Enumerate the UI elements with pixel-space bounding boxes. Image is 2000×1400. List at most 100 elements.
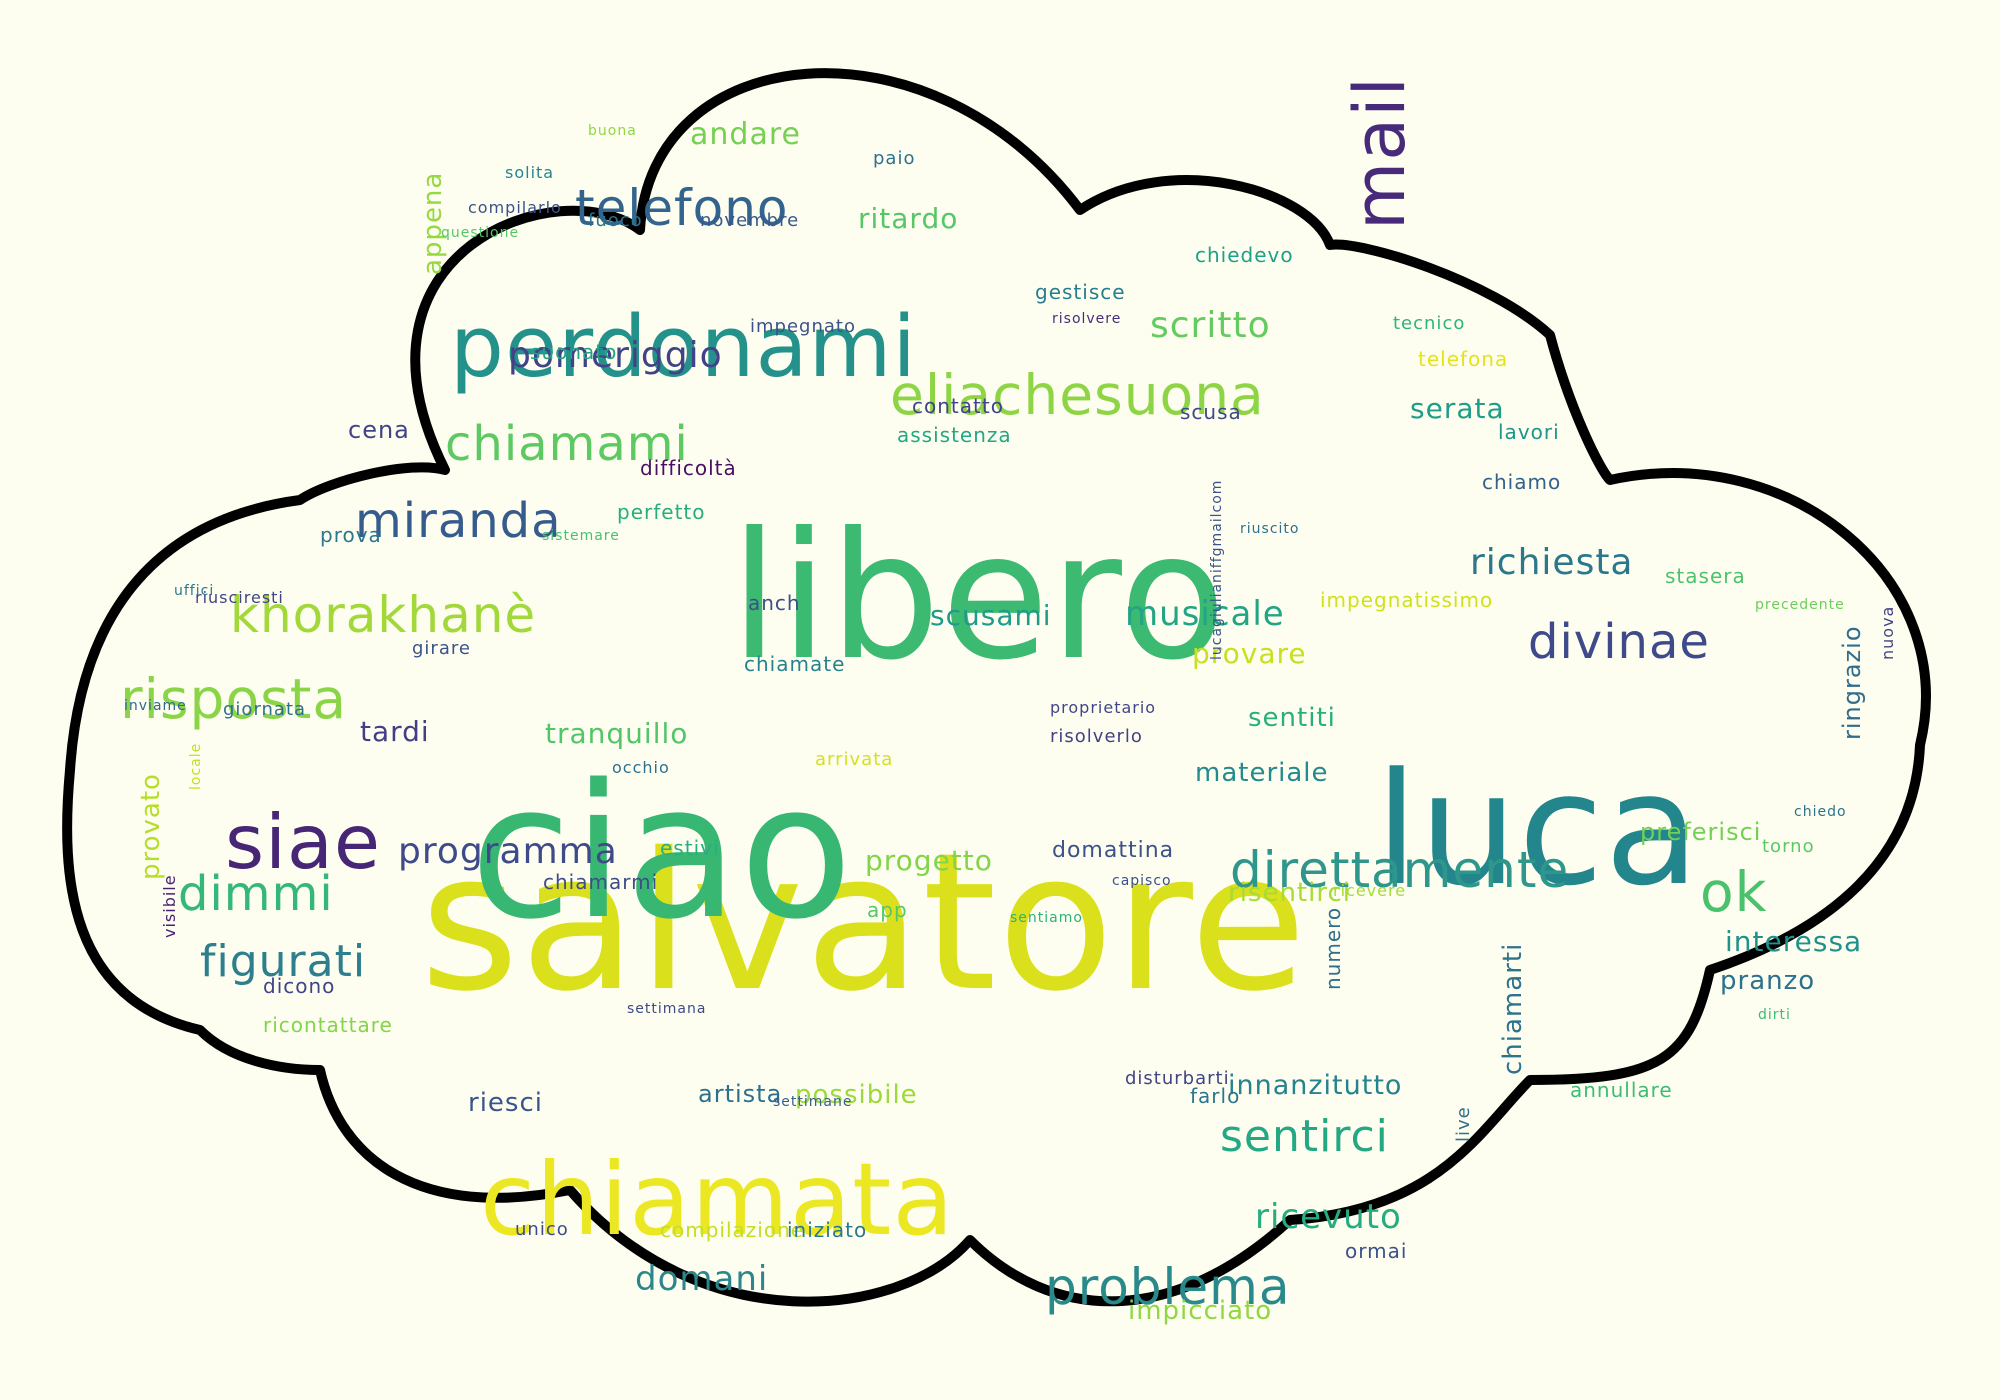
- word-23: scritto: [1150, 305, 1271, 346]
- word-10: risposta: [120, 667, 348, 731]
- word-87: giornata: [223, 699, 307, 720]
- word-115: iniziato: [787, 1218, 868, 1242]
- word-81: uffici: [174, 583, 215, 599]
- word-62: perfetto: [617, 500, 706, 524]
- word-32: provare: [1192, 637, 1307, 670]
- word-6: siae: [225, 798, 382, 886]
- word-17: sentirci: [1220, 1111, 1389, 1162]
- word-49: cena: [348, 416, 410, 444]
- word-51: appena: [418, 171, 448, 275]
- word-12: chiamami: [445, 416, 689, 472]
- word-29: ritardo: [858, 202, 959, 235]
- word-77: anch: [748, 591, 801, 615]
- word-106: ricontattare: [263, 1013, 393, 1037]
- word-16: problema: [1045, 1258, 1291, 1316]
- word-28: andare: [690, 117, 801, 152]
- word-91: occhio: [612, 758, 670, 777]
- word-3: luca: [1375, 739, 1701, 920]
- word-108: disturbarti: [1125, 1068, 1230, 1089]
- word-69: paio: [873, 148, 916, 169]
- word-21: programma: [398, 831, 618, 872]
- word-73: compilarlo: [468, 198, 562, 217]
- word-41: possibile: [795, 1080, 918, 1110]
- word-13: miranda: [355, 493, 562, 549]
- word-20: ok: [1700, 860, 1768, 924]
- word-101: app: [867, 898, 908, 922]
- word-47: risentirci: [1228, 878, 1351, 908]
- word-46: domattina: [1052, 838, 1175, 863]
- word-65: impegnato: [750, 316, 856, 337]
- word-75: buona: [588, 123, 637, 139]
- word-34: materiale: [1195, 758, 1329, 788]
- word-44: preferisci: [1640, 818, 1762, 846]
- word-94: chiedo: [1794, 804, 1847, 820]
- word-111: annullare: [1570, 1078, 1673, 1102]
- word-4: chiamata: [480, 1141, 955, 1258]
- word-38: chiamarti: [1498, 942, 1528, 1075]
- word-66: gestisce: [1035, 280, 1126, 304]
- word-100: visibile: [160, 874, 179, 938]
- word-25: musicale: [1125, 594, 1285, 634]
- word-36: interessa: [1725, 925, 1863, 958]
- word-56: scusa: [1180, 400, 1242, 424]
- word-40: impicciato: [1128, 1296, 1273, 1326]
- word-79: girare: [412, 638, 471, 659]
- word-80: riusciresti: [195, 588, 284, 607]
- word-53: impegnatissimo: [1320, 588, 1494, 612]
- word-35: tranquillo: [545, 717, 689, 750]
- word-5: perdonami: [450, 298, 918, 397]
- word-76: risolvere: [1052, 311, 1122, 327]
- word-24: richiesta: [1470, 542, 1634, 583]
- word-72: solita: [505, 163, 555, 182]
- word-85: precedente: [1755, 597, 1845, 613]
- word-89: risolverlo: [1050, 726, 1143, 747]
- word-37: pranzo: [1720, 966, 1816, 996]
- word-45: progetto: [865, 844, 993, 877]
- word-97: chiamarmi: [543, 870, 659, 894]
- word-8: eliachesuona: [890, 363, 1265, 427]
- word-39: innanzitutto: [1228, 1070, 1403, 1101]
- word-90: arrivata: [815, 749, 894, 770]
- word-60: assistenza: [897, 423, 1012, 447]
- word-67: chiedevo: [1195, 243, 1294, 267]
- word-22: pomeriggio: [508, 335, 723, 376]
- word-74: questione: [441, 225, 520, 241]
- word-68: tecnico: [1393, 313, 1466, 334]
- word-14: direttamente: [1230, 841, 1570, 899]
- word-93: nuova: [1878, 605, 1897, 660]
- word-96: estivi: [660, 836, 720, 860]
- word-112: settimane: [773, 1094, 853, 1110]
- word-92: locale: [188, 742, 204, 790]
- word-83: riuscito: [1240, 521, 1300, 537]
- word-105: dirti: [1758, 1007, 1791, 1023]
- word-19: figurati: [200, 936, 367, 987]
- word-18: dimmi: [178, 866, 334, 922]
- word-57: chiamo: [1482, 470, 1562, 494]
- word-30: serata: [1410, 392, 1505, 425]
- word-42: riesci: [468, 1088, 543, 1118]
- word-31: scusami: [930, 599, 1052, 632]
- word-103: dicono: [263, 974, 336, 998]
- word-78: chiamate: [744, 652, 846, 676]
- word-55: telefona: [1418, 347, 1509, 371]
- word-70: fuoco: [588, 210, 643, 231]
- word-15: divinae: [1528, 614, 1710, 670]
- word-88: proprietario: [1050, 698, 1157, 717]
- word-107: settimana: [627, 1001, 707, 1017]
- word-11: telefono: [575, 179, 789, 237]
- word-58: lavori: [1498, 420, 1560, 444]
- word-64: suonato: [530, 340, 618, 364]
- word-59: contatto: [912, 394, 1004, 418]
- word-52: ringrazio: [1838, 625, 1866, 740]
- word-2: libero: [730, 496, 1228, 699]
- word-61: difficoltà: [640, 456, 737, 480]
- word-114: compilazione: [660, 1218, 805, 1242]
- word-27: domani: [635, 1259, 769, 1299]
- word-48: tardi: [360, 715, 430, 748]
- word-98: capisco: [1112, 873, 1172, 889]
- word-54: stasera: [1665, 564, 1746, 588]
- word-63: prova: [320, 523, 382, 547]
- word-84: lucagiulianiffgmailcom: [1209, 479, 1225, 660]
